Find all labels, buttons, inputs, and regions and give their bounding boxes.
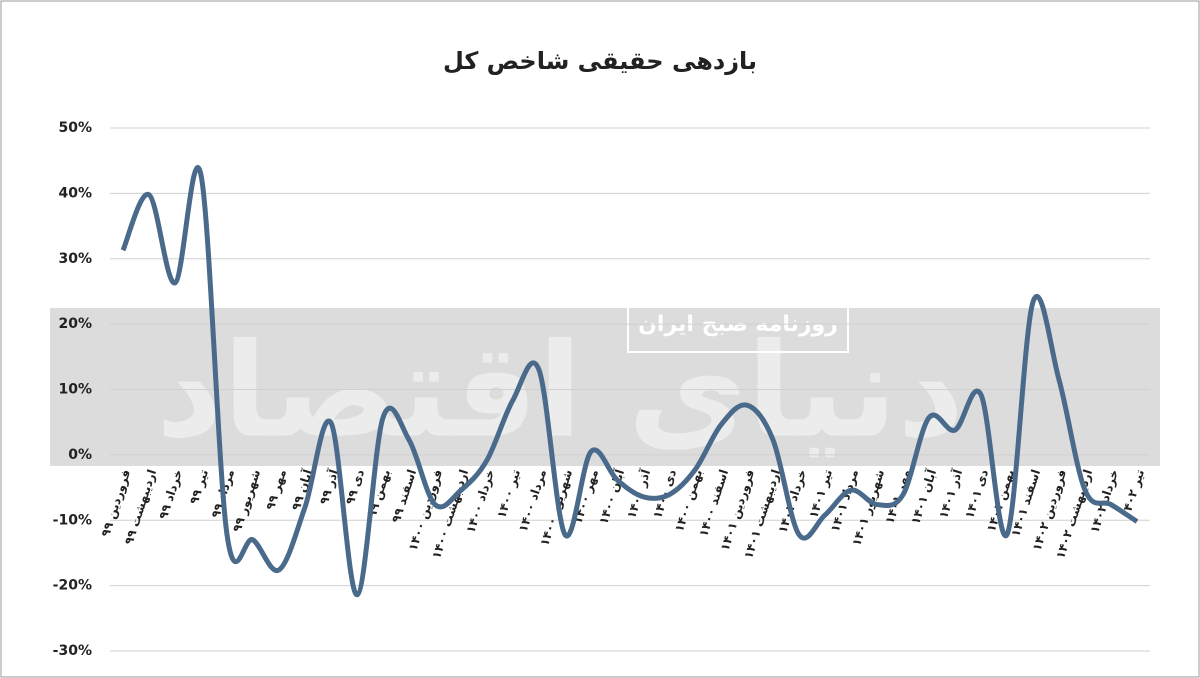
y-tick-label: 40% [58,185,92,201]
y-tick-label: 10% [58,382,92,398]
y-tick-label: 0% [68,447,92,463]
logo-watermark: دنیای اقتصاد [156,315,964,467]
y-tick-label: 50% [58,120,92,136]
chart-title: بازدهی حقیقی شاخص کل [443,47,757,75]
y-tick-label: 30% [58,251,92,267]
data-line [120,165,1139,598]
y-tick-label: -20% [53,578,92,594]
watermark-band [50,308,1160,466]
y-tick-label: -10% [53,512,92,528]
y-tick-label: 20% [58,316,92,332]
y-tick-label: -30% [53,643,92,659]
